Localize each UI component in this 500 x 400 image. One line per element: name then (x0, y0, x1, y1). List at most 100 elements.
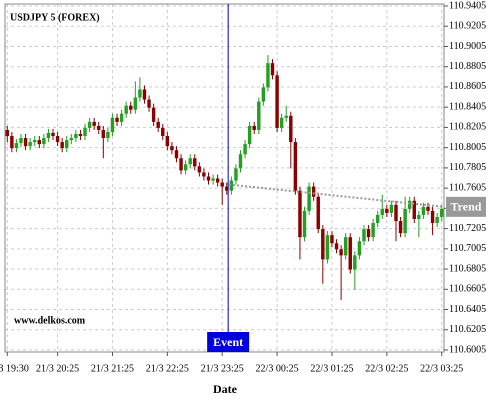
candle-body (238, 154, 243, 169)
candle-body (51, 132, 55, 137)
candle-body (394, 204, 398, 221)
candle-body (385, 208, 389, 213)
candle-body (147, 99, 151, 108)
candle-body (284, 115, 288, 118)
x-tick-label: 21/3 21:25 (91, 363, 134, 374)
candle-body (215, 178, 220, 183)
y-tick-label: 110.8605 (449, 81, 486, 92)
candle-body (375, 214, 380, 224)
candle-body (101, 129, 106, 139)
candle-body (293, 142, 298, 191)
candle-body (321, 229, 325, 260)
candle-body (14, 143, 19, 149)
candle-body (183, 164, 188, 171)
candle-body (289, 115, 293, 143)
candle-body (366, 229, 371, 238)
candle-body (78, 133, 83, 137)
candle-body (430, 210, 435, 224)
candle-body (188, 158, 192, 165)
candle-body (65, 140, 69, 149)
y-tick-label: 110.7005 (449, 243, 486, 254)
candle-body (193, 158, 197, 167)
candle-body (220, 182, 224, 187)
candle-body (353, 255, 357, 270)
candle-body (439, 208, 444, 217)
x-tick-label: 21/3 19:30 (0, 363, 29, 374)
candle-body (33, 140, 37, 143)
grid (5, 4, 444, 352)
candle-body (87, 121, 92, 128)
candle-body (115, 117, 119, 122)
candle-body (69, 138, 74, 141)
candle-body (247, 125, 252, 145)
candle-body (279, 117, 284, 128)
candle-body (421, 206, 426, 215)
y-tick-label: 110.6605 (449, 284, 486, 295)
candle-body (298, 190, 302, 238)
candle-body (435, 216, 439, 224)
candle-body (211, 178, 215, 181)
candle-body (179, 158, 183, 171)
candle-body (74, 133, 78, 139)
candle-body (60, 142, 64, 149)
candle-body (311, 186, 316, 197)
candle-body (243, 144, 247, 155)
candle-body (142, 89, 147, 100)
y-tick-label: 110.9405 (449, 0, 486, 11)
candle-body (398, 221, 403, 234)
trend-line (228, 183, 445, 208)
candle-body (10, 136, 14, 149)
candle-body (357, 241, 362, 256)
y-tick-label: 110.9005 (449, 41, 486, 52)
x-tick-label: 21/3 23:25 (201, 363, 244, 374)
candle-body (83, 127, 87, 137)
candle-body (92, 121, 96, 126)
candle-body (119, 113, 124, 122)
y-tick-label: 110.7205 (449, 223, 486, 234)
candle-body (5, 129, 10, 137)
trend-label-box (446, 196, 486, 217)
candle-body (307, 186, 311, 211)
candle-body (106, 131, 110, 139)
candle-body (55, 136, 60, 143)
trend-label: Trend (451, 200, 482, 214)
candle-body (334, 243, 339, 250)
candle-body (343, 237, 348, 256)
y-tick-label: 110.8005 (449, 142, 486, 153)
y-tick-label: 110.6805 (449, 263, 486, 274)
y-tick-label: 110.6005 (449, 344, 486, 355)
candle-body (165, 136, 170, 147)
candle-body (339, 249, 343, 256)
x-axis-label: Date (213, 382, 238, 396)
candle-body (270, 63, 275, 76)
candle-body (380, 208, 384, 215)
candle-body (403, 208, 407, 234)
candle-body (325, 235, 330, 260)
y-tick-label: 110.7605 (449, 182, 486, 193)
y-tick-label: 110.8805 (449, 61, 486, 72)
candle-body (417, 214, 421, 219)
event-label: Event (213, 335, 243, 349)
x-tick-label: 22/3 03:25 (420, 363, 463, 374)
candle-body (23, 138, 28, 147)
candle-body (197, 166, 202, 173)
candle-body (234, 168, 238, 181)
candle-body (37, 140, 42, 145)
y-tick-label: 110.7805 (449, 162, 486, 173)
candle-body (156, 121, 160, 128)
candle-body (170, 146, 174, 151)
candle-body (348, 237, 352, 270)
candle-body (42, 138, 46, 145)
watermark: www.delkos.com (14, 315, 86, 326)
candle-body (426, 206, 430, 211)
candle-body (206, 176, 211, 181)
candle-body (133, 97, 138, 110)
candle-body (257, 101, 261, 130)
candle-body (229, 180, 234, 191)
candle-body (138, 89, 142, 98)
candle-body (129, 105, 133, 110)
candle-body (412, 200, 416, 219)
x-tick-label: 22/3 00:25 (256, 363, 299, 374)
